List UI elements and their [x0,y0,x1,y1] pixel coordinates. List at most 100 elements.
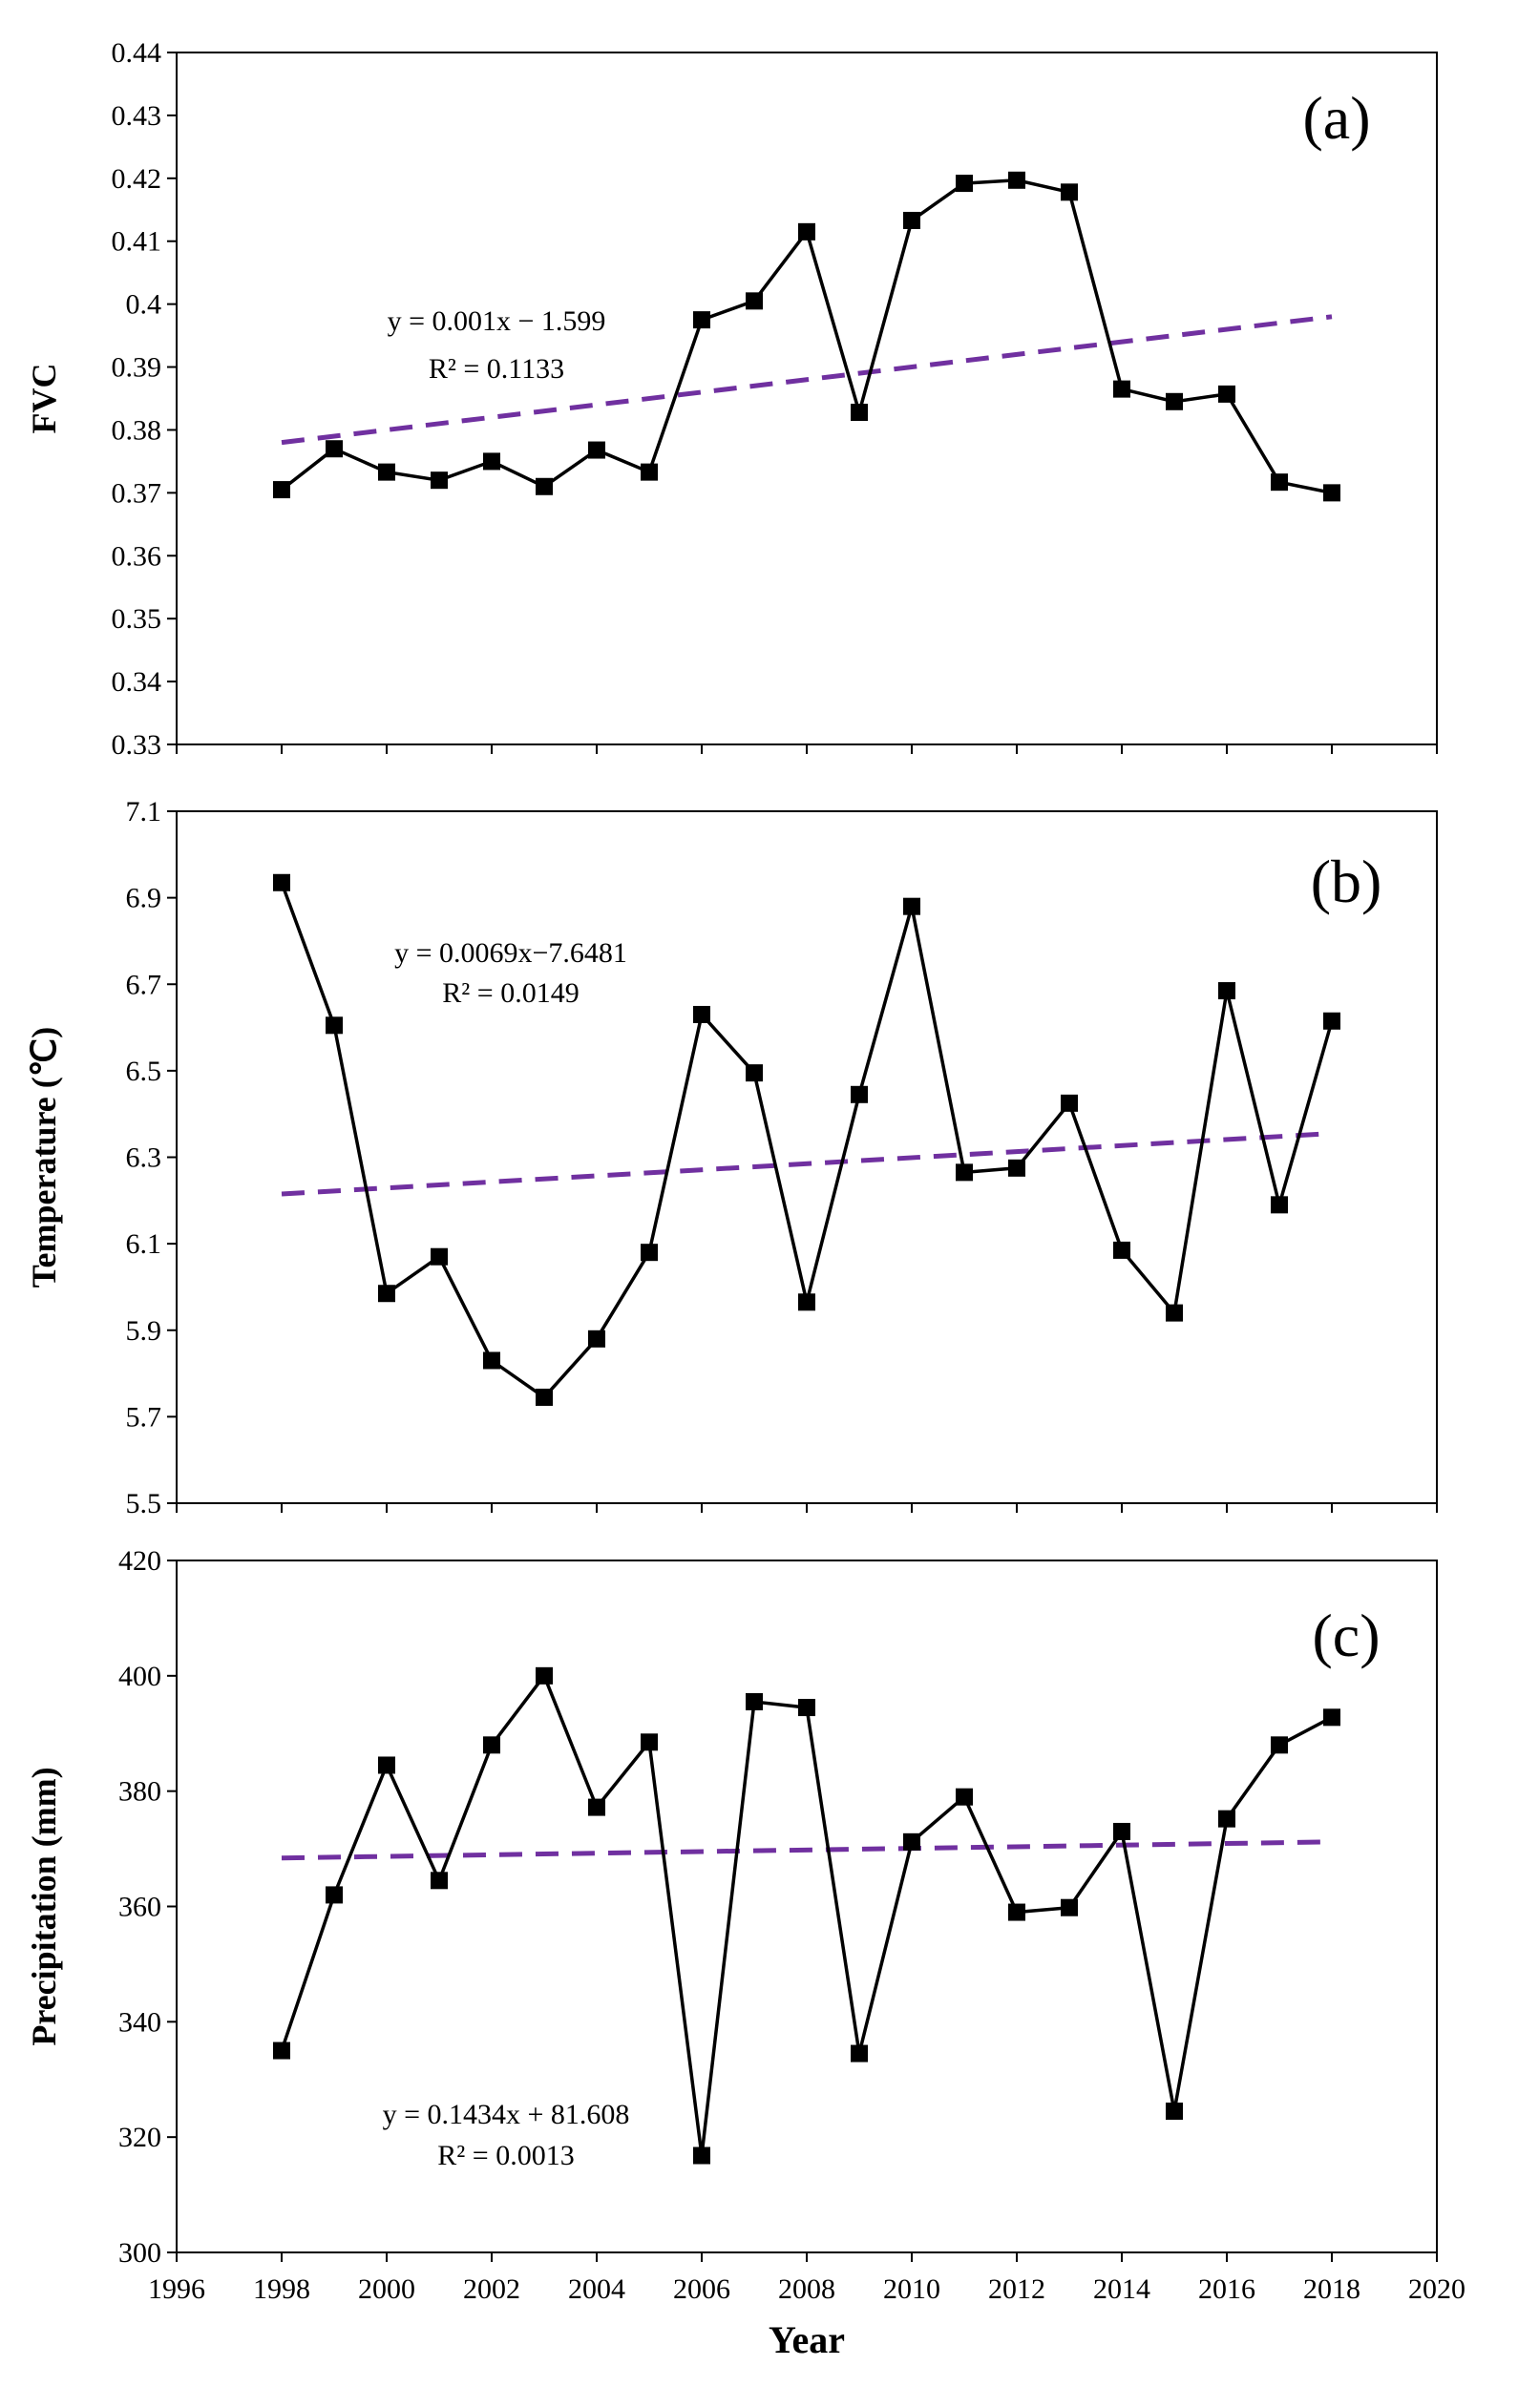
data-point [1008,1159,1025,1177]
data-point [746,292,763,310]
data-point [378,1285,395,1303]
y-tick-label: 380 [118,1776,161,1808]
data-point [1271,473,1288,492]
y-tick-label: 6.1 [126,1228,162,1260]
trend-line [281,1839,1333,1861]
data-point [588,441,605,459]
data-point [536,1388,553,1406]
data-point [378,1756,395,1774]
trend-line [281,314,1333,446]
trend-equation: y = 0.1434x + 81.608 [383,2099,630,2130]
data-point [273,481,290,499]
data-point [956,1163,973,1182]
y-tick-label: 0.38 [112,414,162,446]
data-point [798,1699,815,1717]
y-tick-label: 0.39 [112,352,162,384]
data-point [1061,1094,1078,1112]
data-point [798,222,815,241]
data-point [273,2042,290,2060]
x-axis-label: Year [769,2318,845,2361]
data-point [903,211,920,229]
data-point [588,1330,605,1348]
y-tick-label: 0.34 [112,666,162,698]
y-tick-label: 0.36 [112,540,162,572]
x-tick-label: 2000 [358,2273,415,2305]
y-tick-label: 6.3 [126,1142,162,1174]
data-point [1218,982,1235,1000]
data-point [536,1666,553,1685]
y-tick-label: 400 [118,1661,161,1692]
data-point [1218,1810,1235,1828]
data-point [746,1064,763,1082]
plot-frame [176,810,1438,1504]
data-point [1323,1012,1340,1030]
x-tick-label: 2016 [1198,2273,1255,2305]
x-tick-label: 2014 [1093,2273,1150,2305]
y-tick-label: 360 [118,1892,161,1923]
data-point [693,1005,710,1023]
panel-c: 300 320 340 360 380 400 420 1996 1998 2000 2002 200… [25,1545,1465,2361]
x-tick-label: 2004 [568,2273,625,2305]
x-tick-label: 2010 [883,2273,940,2305]
panel-tag: (b) [1311,848,1382,915]
trend-equation: y = 0.0069x−7.6481 [394,937,627,969]
panel-b: 5.5 5.7 5.9 6.1 6.3 6.5 6.7 6.9 7.1 Temperature (… [25,796,1438,1519]
data-point [326,1016,343,1035]
data-point [956,1788,973,1806]
y-tick-label: 0.43 [112,100,162,132]
data-point [1323,1708,1340,1727]
x-tick-label: 2020 [1408,2273,1465,2305]
data-point [536,477,553,495]
data-point [1166,2102,1183,2120]
data-point [1166,392,1183,410]
y-tick-label: 0.35 [112,603,162,635]
data-point [956,175,973,193]
y-tick-label: 6.5 [126,1056,162,1087]
x-tick-label: 2018 [1303,2273,1360,2305]
data-point [273,873,290,891]
y-tick-label: 5.7 [126,1401,162,1433]
panel-tag: (c) [1312,1602,1380,1669]
data-point [851,1085,868,1103]
y-tick-label: 320 [118,2122,161,2153]
data-point [746,1693,763,1711]
trend-r-squared: R² = 0.1133 [429,353,564,385]
y-tick-label: 5.9 [126,1315,162,1347]
x-tick-label: 2002 [463,2273,520,2305]
data-point [851,404,868,421]
data-point [326,440,343,458]
y-tick-label: 7.1 [126,796,162,827]
data-point [431,1872,448,1890]
panel-a: 0.33 0.34 0.35 0.36 0.37 0.38 0.39 0.4 0.41 0.42 0… [25,37,1438,761]
x-tick-label: 2006 [673,2273,730,2305]
y-tick-label: 6.7 [126,969,162,1000]
x-tick-label: 2008 [778,2273,835,2305]
data-point [903,897,920,915]
data-point [1008,171,1025,189]
series-line [280,1672,1333,2156]
data-point [798,1293,815,1311]
data-point [851,2044,868,2063]
data-point [431,471,448,490]
y-axis-label: Precipitation (mm) [25,1767,63,2045]
data-point [1113,1822,1130,1840]
x-tick-label: 1996 [148,2273,205,2305]
data-point [693,2146,710,2165]
data-point [326,1886,343,1904]
data-point [1113,380,1130,398]
y-tick-label: 0.42 [112,163,162,195]
data-point [641,463,658,481]
data-point [431,1247,448,1266]
y-tick-label: 300 [118,2237,161,2269]
data-point [903,1832,920,1851]
trend-r-squared: R² = 0.0149 [442,977,579,1009]
y-tick-label: 420 [118,1545,161,1577]
trend-r-squared: R² = 0.0013 [437,2140,574,2171]
y-axis-label: Temperature (℃) [25,1027,63,1288]
y-tick-label: 0.37 [112,477,162,509]
data-point [1271,1736,1288,1754]
trend-line [281,1131,1333,1197]
y-tick-label: 340 [118,2006,161,2038]
panel-tag: (a) [1302,84,1370,152]
data-point [1061,183,1078,201]
